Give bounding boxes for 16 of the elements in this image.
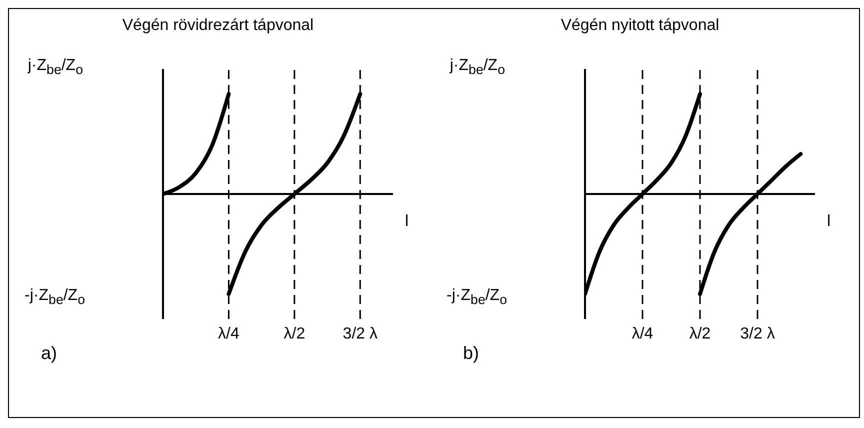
x-tick-label: λ/2 — [689, 325, 711, 342]
y-axis-title: j·Z$_{be}$/Z$_{o}$ — [448, 57, 505, 78]
text: -j·Z$_{be}$/Z$_{o}$ — [24, 287, 85, 308]
x-axis-title: l — [827, 213, 831, 231]
chart-title: Végén rövidrezárt tápvonal — [121, 17, 315, 35]
x-tick-label: λ/2 — [284, 325, 306, 342]
y-axis-title: j·Z$_{be}$/Z$_{o}$ — [26, 57, 83, 78]
text: a) — [41, 343, 58, 364]
x-tick-label: λ/4 — [632, 325, 654, 342]
chart-title: Végén nyitott tápvonal — [560, 17, 720, 35]
x-axis-title: l — [405, 213, 409, 231]
text: -j·Z$_{be}$/Z$_{o}$ — [446, 287, 507, 308]
x-tick-label: 3/2 λ — [740, 325, 775, 342]
text: b) — [463, 343, 480, 364]
x-tick-label: 3/2 λ — [342, 325, 378, 342]
x-tick-label: λ/4 — [218, 325, 240, 342]
